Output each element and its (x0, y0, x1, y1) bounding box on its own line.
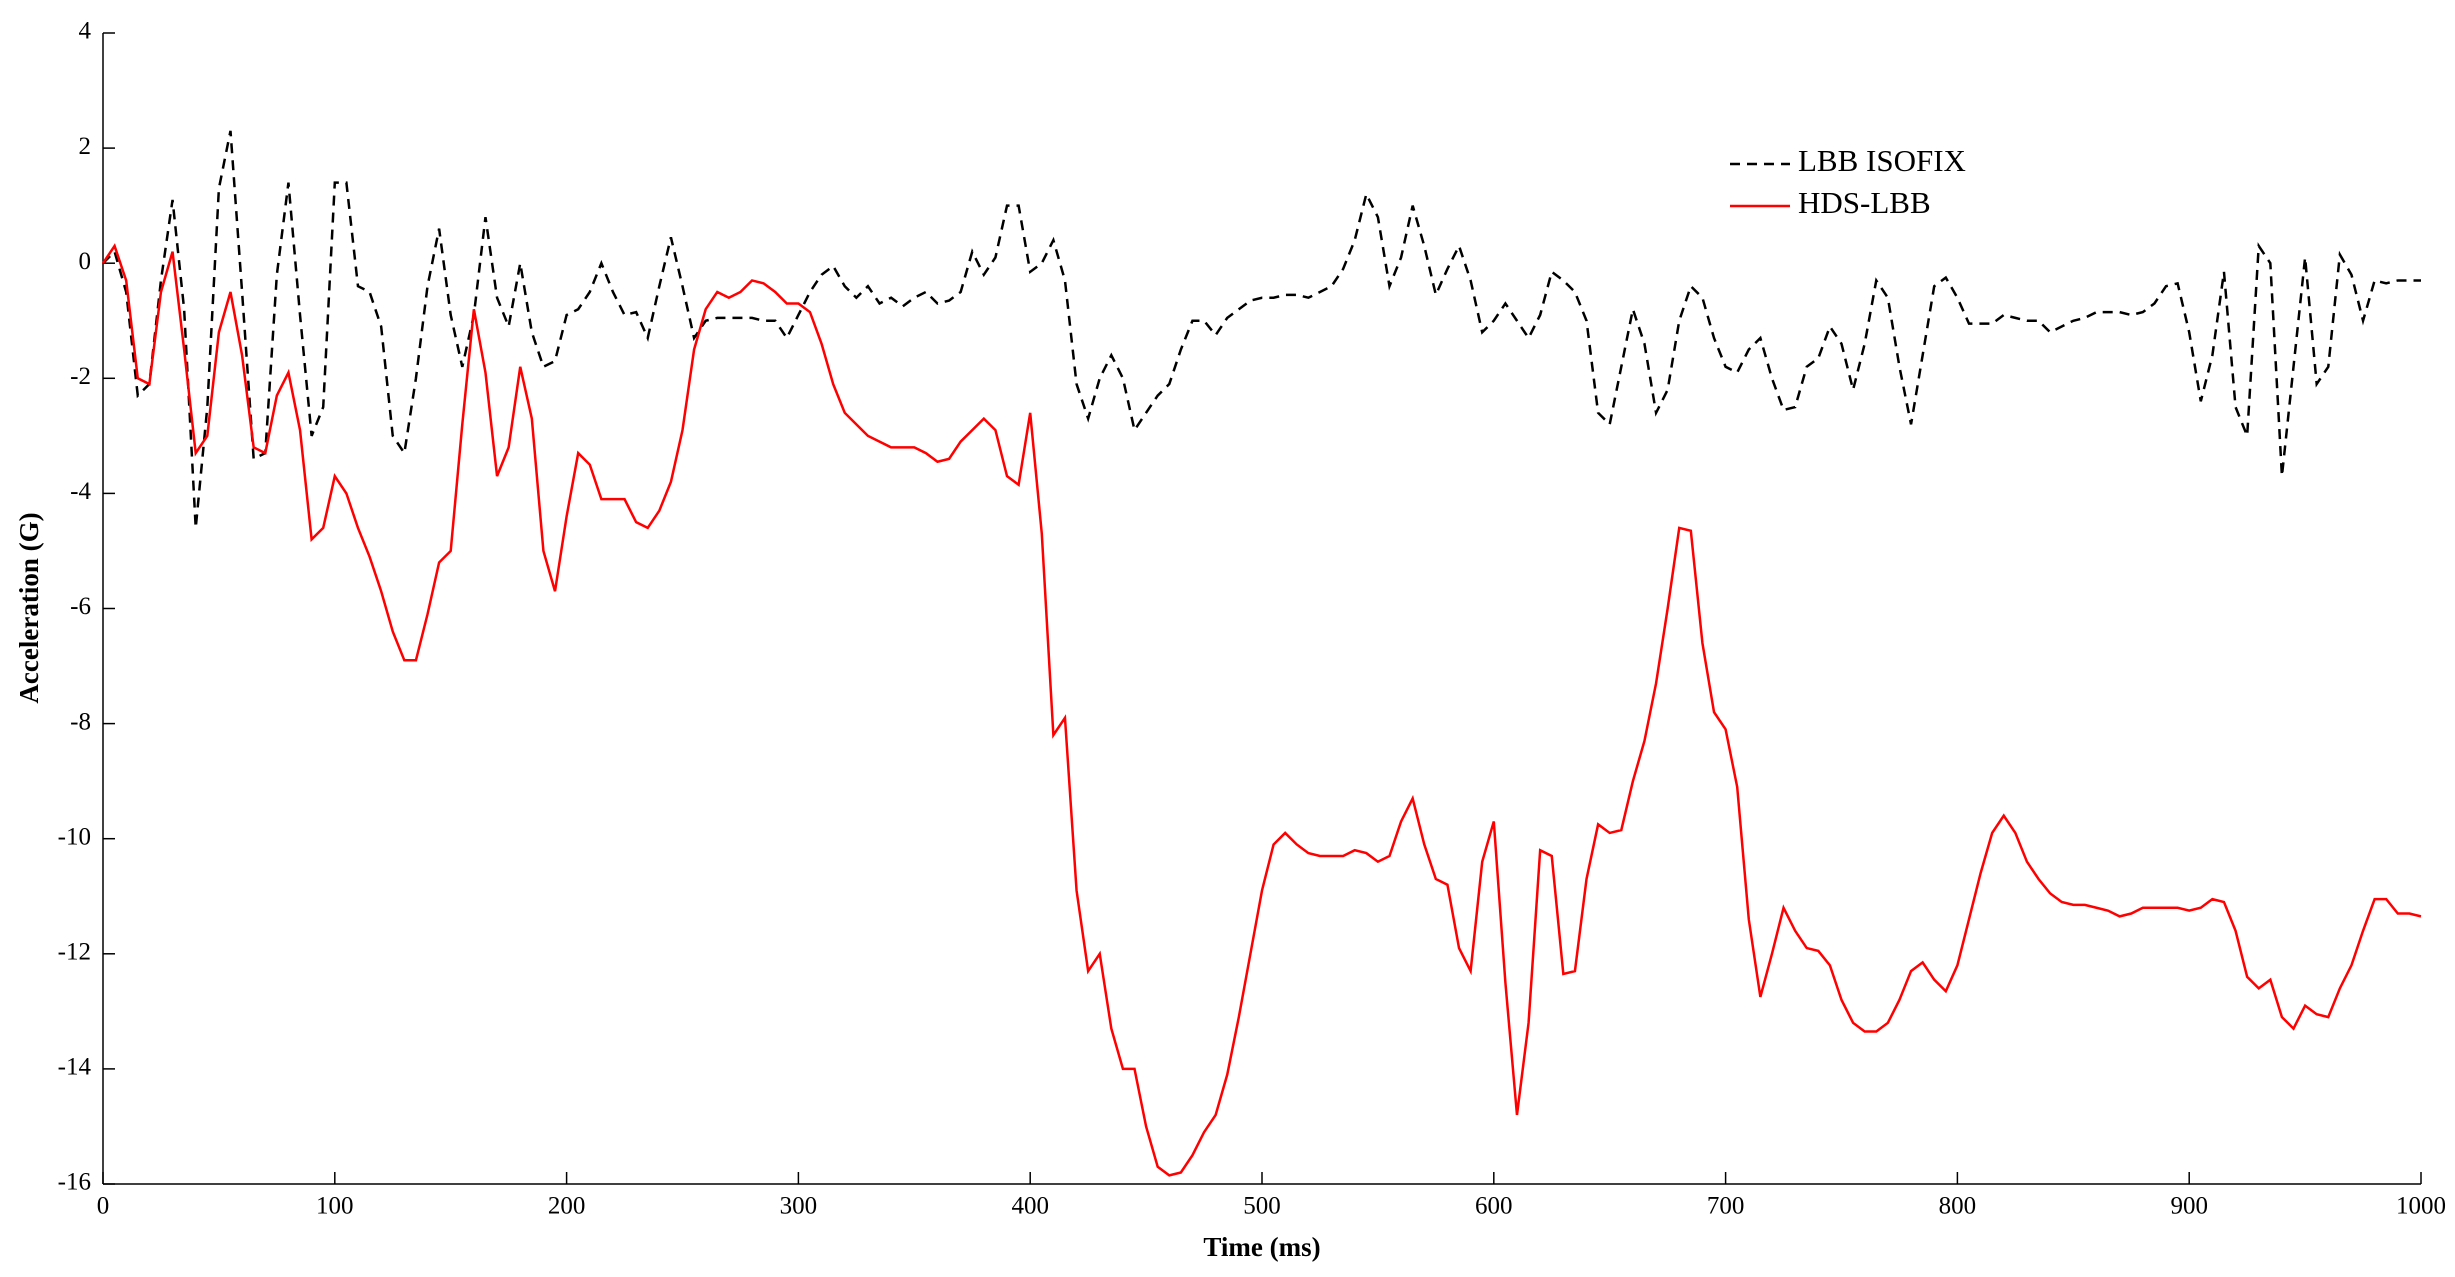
y-tick-label: 2 (79, 133, 92, 160)
y-tick-label: 4 (79, 18, 92, 45)
y-axis-label: Acceleration (G) (14, 512, 44, 703)
line-series (102, 130, 2421, 529)
x-tick-label: 400 (1011, 1193, 1049, 1220)
x-tick-label: 900 (2170, 1193, 2208, 1220)
y-tick-label: -12 (58, 939, 91, 966)
y-tick-label: -16 (58, 1169, 91, 1196)
legend-label: HDS-LBB (1798, 185, 1931, 220)
x-tick-label: 100 (316, 1193, 354, 1220)
x-tick-label: 800 (1939, 1193, 1977, 1220)
x-tick-label: 300 (780, 1193, 818, 1220)
x-tick-label: 500 (1243, 1193, 1281, 1220)
y-tick-label: -2 (70, 363, 91, 390)
x-tick-label: 700 (1707, 1193, 1745, 1220)
line-series (101, 243, 2422, 1177)
y-tick-label: -14 (58, 1054, 92, 1081)
y-tick-label: -6 (70, 593, 91, 620)
x-tick-label: 0 (97, 1193, 110, 1220)
x-tick-label: 200 (548, 1193, 586, 1220)
y-tick-label: -8 (70, 708, 91, 735)
y-tick-label: -10 (58, 823, 91, 850)
y-tick-label: 0 (79, 248, 92, 275)
x-tick-label: 600 (1475, 1193, 1513, 1220)
legend-label: LBB ISOFIX (1798, 143, 1966, 178)
y-tick-label: -4 (70, 478, 91, 505)
x-axis-label: Time (ms) (1203, 1232, 1320, 1262)
x-tick-label: 1000 (2396, 1193, 2446, 1220)
